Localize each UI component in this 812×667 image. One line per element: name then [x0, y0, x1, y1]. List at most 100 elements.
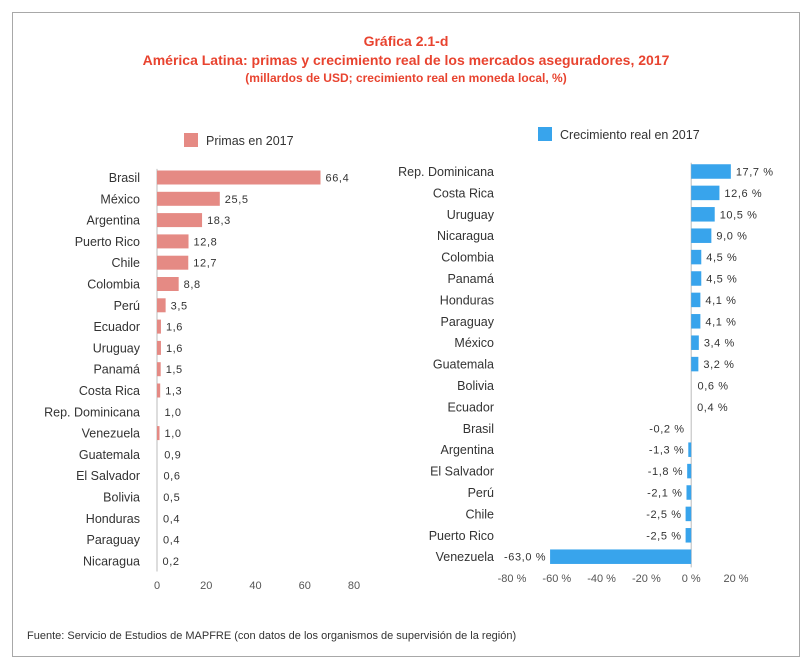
primas-category-label: Chile [112, 256, 141, 270]
crecimiento-category-label: Argentina [440, 443, 494, 457]
crecimiento-value-label: -0,2 % [649, 423, 684, 435]
primas-value-label: 0,4 [163, 535, 180, 547]
crecimiento-bar [691, 314, 701, 329]
crecimiento-category-label: Perú [468, 486, 494, 500]
crecimiento-value-label: 4,1 % [705, 295, 736, 307]
crecimiento-value-label: 4,5 % [706, 274, 737, 286]
primas-legend-swatch [184, 133, 198, 147]
primas-bar [157, 234, 189, 249]
primas-bar [157, 426, 160, 441]
primas-bar [157, 213, 203, 228]
crecimiento-tick-label: -40 % [587, 573, 616, 585]
crecimiento-category-label: El Salvador [430, 465, 494, 479]
crecimiento-category-label: Puerto Rico [429, 529, 494, 543]
crecimiento-legend-label: Crecimiento real en 2017 [560, 128, 700, 142]
crecimiento-category-label: Brasil [463, 422, 494, 436]
primas-value-label: 1,0 [164, 407, 181, 419]
crecimiento-value-label: 4,1 % [705, 316, 736, 328]
crecimiento-tick-label: -80 % [498, 573, 527, 585]
crecimiento-bar [550, 549, 692, 564]
chart-title: Gráfica 2.1-d [363, 33, 449, 49]
primas-bar [157, 362, 161, 377]
crecimiento-bar [691, 356, 699, 372]
primas-category-label: El Salvador [76, 469, 140, 483]
primas-category-label: Guatemala [79, 448, 140, 462]
crecimiento-legend-swatch [538, 127, 552, 141]
primas-category-label: Uruguay [93, 341, 141, 355]
crecimiento-value-label: 0,4 % [697, 402, 728, 414]
crecimiento-value-label: 3,4 % [704, 338, 735, 350]
primas-value-label: 8,8 [184, 279, 201, 291]
crecimiento-value-label: 10,5 % [720, 209, 758, 221]
primas-category-label: México [100, 192, 140, 206]
crecimiento-bar [688, 442, 692, 457]
primas-bar [157, 170, 321, 185]
crecimiento-value-label: 12,6 % [724, 188, 762, 200]
crecimiento-bar [691, 271, 702, 286]
primas-value-label: 12,8 [194, 236, 218, 248]
crecimiento-category-label: Venezuela [436, 550, 494, 564]
crecimiento-value-label: 0,6 % [698, 381, 729, 393]
primas-value-label: 1,3 [165, 386, 182, 398]
primas-category-label: Panamá [93, 363, 140, 377]
crecimiento-category-label: México [454, 336, 494, 350]
crecimiento-category-label: Guatemala [433, 358, 494, 372]
primas-legend-label: Primas en 2017 [206, 134, 294, 148]
primas-tick-label: 60 [299, 580, 311, 592]
primas-value-label: 1,0 [165, 428, 182, 440]
crecimiento-category-label: Chile [466, 507, 495, 521]
crecimiento-value-label: -1,3 % [649, 445, 684, 457]
primas-bar [157, 191, 220, 206]
crecimiento-value-label: 3,2 % [703, 359, 734, 371]
crecimiento-value-label: 4,5 % [706, 252, 737, 264]
primas-tick-label: 40 [249, 580, 261, 592]
primas-value-label: 0,9 [164, 449, 181, 461]
crecimiento-value-label: 9,0 % [716, 231, 747, 243]
chart-subtitle: América Latina: primas y crecimiento rea… [142, 52, 670, 68]
crecimiento-category-label: Nicaragua [437, 229, 494, 243]
crecimiento-value-label: -2,5 % [646, 530, 681, 542]
primas-category-label: Ecuador [93, 320, 140, 334]
primas-bar [157, 255, 189, 270]
primas-category-label: Bolivia [103, 491, 140, 505]
primas-category-label: Honduras [86, 512, 140, 526]
primas-bar [157, 319, 161, 334]
primas-bar [157, 340, 161, 355]
source-note: Fuente: Servicio de Estudios de MAPFRE (… [27, 630, 517, 642]
crecimiento-category-label: Costa Rica [433, 186, 494, 200]
chart-units: (millardos de USD; crecimiento real en m… [245, 71, 567, 85]
crecimiento-category-label: Ecuador [447, 400, 494, 414]
crecimiento-category-label: Colombia [441, 251, 494, 265]
primas-value-label: 3,5 [171, 300, 188, 312]
chart-frame [12, 12, 800, 657]
crecimiento-category-label: Uruguay [447, 208, 495, 222]
crecimiento-bar [691, 335, 699, 350]
crecimiento-bar [691, 249, 702, 265]
primas-category-label: Paraguay [86, 533, 140, 547]
crecimiento-bar [685, 528, 692, 543]
crecimiento-category-label: Honduras [440, 293, 494, 307]
primas-category-label: Puerto Rico [75, 235, 140, 249]
primas-value-label: 0,6 [163, 471, 180, 483]
primas-value-label: 1,6 [166, 322, 183, 334]
primas-tick-label: 20 [200, 580, 212, 592]
crecimiento-value-label: -63,0 % [504, 552, 546, 564]
crecimiento-bar [687, 463, 692, 479]
primas-category-label: Rep. Dominicana [44, 405, 140, 419]
crecimiento-value-label: -2,5 % [646, 509, 681, 521]
primas-value-label: 1,5 [166, 364, 183, 376]
primas-category-label: Costa Rica [79, 384, 140, 398]
crecimiento-category-label: Panamá [447, 272, 494, 286]
crecimiento-value-label: -2,1 % [647, 488, 682, 500]
primas-category-label: Nicaragua [83, 554, 140, 568]
primas-value-label: 66,4 [326, 173, 350, 185]
primas-bar [157, 383, 161, 398]
crecimiento-value-label: 17,7 % [736, 167, 774, 179]
primas-category-label: Colombia [87, 278, 140, 292]
crecimiento-bar [691, 292, 701, 308]
primas-tick-label: 80 [348, 580, 360, 592]
crecimiento-bar [686, 485, 692, 500]
crecimiento-value-label: -1,8 % [648, 466, 683, 478]
primas-category-label: Venezuela [82, 427, 140, 441]
